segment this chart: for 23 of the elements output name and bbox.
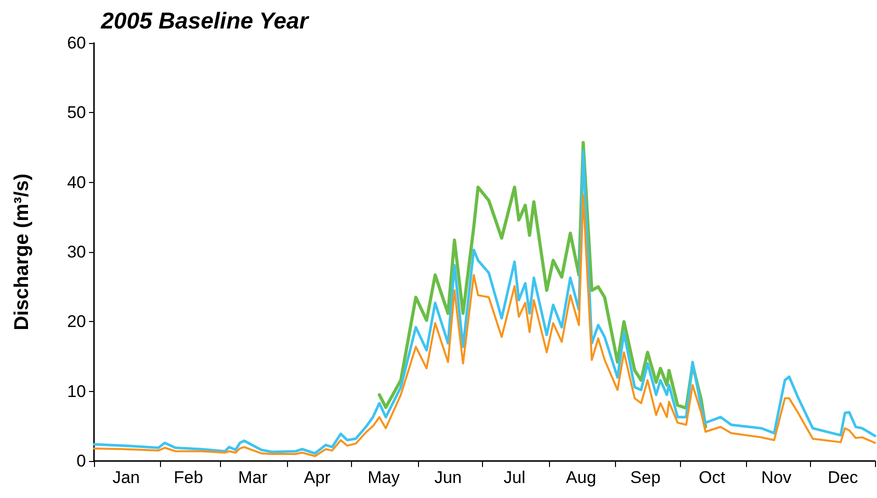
x-tick-label: Jan <box>112 468 140 487</box>
line-series <box>93 194 876 458</box>
chart-title: 2005 Baseline Year <box>100 8 310 34</box>
x-tick-label: Oct <box>698 468 726 487</box>
x-tick-label: Sep <box>630 468 661 487</box>
y-axis-title: Discharge (m³/s) <box>11 174 33 330</box>
x-tick-label: Dec <box>828 468 858 487</box>
y-tick-label: 20 <box>67 312 86 332</box>
y-tick-label: 50 <box>67 103 86 122</box>
y-tick-label: 30 <box>67 242 86 262</box>
x-tick-label: Apr <box>304 468 331 487</box>
y-tick-label: 40 <box>67 172 86 192</box>
x-tick-label: Jul <box>504 468 526 487</box>
x-tick-label: Nov <box>761 468 792 487</box>
y-tick-label: 0 <box>76 452 86 470</box>
x-tick-label: May <box>368 468 400 487</box>
y-tick-label: 10 <box>67 382 86 401</box>
x-tick-label: Aug <box>566 468 596 487</box>
y-tick-label: 60 <box>67 34 86 52</box>
x-tick-label: Feb <box>174 468 204 487</box>
x-tick-label: Jun <box>434 468 462 487</box>
line-series <box>92 150 876 455</box>
x-tick-label: Mar <box>238 468 268 487</box>
